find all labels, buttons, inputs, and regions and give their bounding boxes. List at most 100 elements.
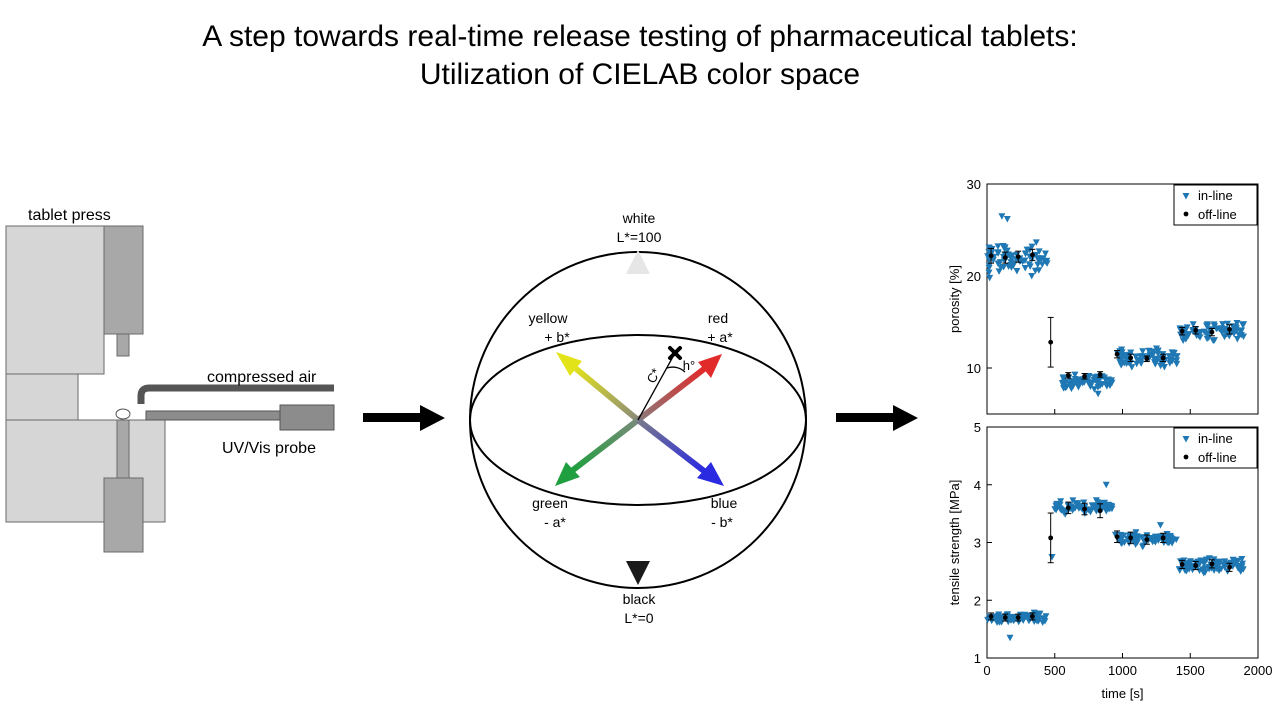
tablet-press [5,225,166,553]
inline-point [1166,532,1174,540]
inline-point [1133,357,1141,364]
inline-point [1106,382,1114,389]
inline-point [1006,634,1014,642]
blue-arrow-head [697,462,724,486]
inline-point [1205,555,1213,562]
uv-vis-probe-head [279,404,335,431]
inline-point [1173,353,1181,361]
black-arrow-head [626,561,650,585]
inline-point [1094,381,1102,388]
blue-axis-label: - b* [711,514,733,530]
inline-point [1019,616,1027,624]
inline-point [1039,255,1047,262]
inline-point [1133,360,1141,368]
inline-point [1107,377,1115,385]
offline-point [1143,355,1150,363]
inline-point [1151,535,1159,542]
offline-point [1029,612,1036,621]
inline-point [1061,511,1069,518]
green-axis-label: - a* [544,514,566,530]
inline-point [997,264,1005,272]
green-axis [571,417,640,473]
inline-point [1035,267,1043,274]
upper-punch [116,333,130,357]
inline-point [1229,563,1237,570]
inline-point [1102,381,1110,388]
inline-point [1220,562,1228,569]
red-axis [636,366,706,423]
inline-point [1069,507,1077,514]
inline-point [1199,566,1207,573]
green-label: green [532,495,568,511]
offline-point [1114,530,1121,543]
inline-point [1219,321,1227,328]
chroma-label: C* [644,366,664,386]
inline-point [1152,345,1160,353]
inline-point [1076,380,1084,388]
inline-point [995,268,1003,275]
inline-point [998,213,1006,220]
yellow-arrow-head [556,352,582,376]
inline-point [1057,498,1065,505]
y-tick-label: 5 [974,420,981,435]
offline-point [1160,532,1167,543]
legend-inline-marker [1182,193,1190,200]
compressed-air-tube [137,384,334,404]
inline-point [986,274,994,282]
inline-point [1086,383,1094,391]
offline-point [1179,559,1186,569]
chart-legend: in-line off-line [1173,427,1258,469]
inline-point [1001,244,1009,251]
inline-point [1084,378,1092,386]
y-tick-label: 4 [974,478,981,493]
inline-point [1124,359,1132,366]
inline-point [1015,618,1023,626]
chart-panel-2: 1 2 3 4 5 0 500 1000 1500 2000 time [s] tensile str… [947,420,1272,701]
inline-point [1232,323,1240,331]
inline-point [1196,329,1204,337]
inline-point [1168,349,1176,356]
offline-point [1002,613,1009,622]
x-tick-label: 0 [983,663,990,678]
inline-point [1236,327,1244,334]
compressed-air-label: compressed air [207,369,317,386]
inline-point [1108,503,1116,511]
inline-point [1067,503,1075,511]
inline-point [1213,565,1221,573]
y-axis-label: tensile strength [MPa] [947,480,962,606]
inline-point [1182,336,1190,343]
inline-point [1039,619,1047,626]
inline-point [1034,261,1042,269]
uv-vis-probe-label: UV/Vis probe [222,440,316,457]
y-tick-label: 1 [974,651,981,666]
inline-point [1080,499,1088,506]
inline-point [1032,239,1040,246]
color-point-marker [668,346,682,360]
inline-point [1154,350,1162,358]
inline-point [1020,613,1028,620]
white-value-label: L*=100 [617,229,662,245]
inline-point [1213,325,1221,333]
lower-punch-holder [103,477,144,553]
red-label: red [708,310,728,326]
inline-point [985,262,993,270]
inline-point [1132,353,1140,361]
white-arrow-head [626,250,650,274]
offline-point [1208,327,1215,337]
legend-inline-label: in-line [1198,431,1233,446]
tablet-press-label: tablet press [28,207,111,224]
inline-point [1035,248,1043,255]
inline-point [1101,499,1109,507]
offline-point [1065,372,1072,379]
y-axis-label: porosity [%] [947,265,962,333]
inline-point [1237,331,1245,339]
offline-point [1029,248,1036,261]
offline-point [1143,534,1150,545]
black-label: black [623,591,657,607]
inline-point [1173,360,1181,368]
offline-point [1226,562,1233,572]
press-middle-frame [5,373,79,421]
inline-point [1183,567,1191,575]
y-tick-label: 30 [967,177,981,192]
